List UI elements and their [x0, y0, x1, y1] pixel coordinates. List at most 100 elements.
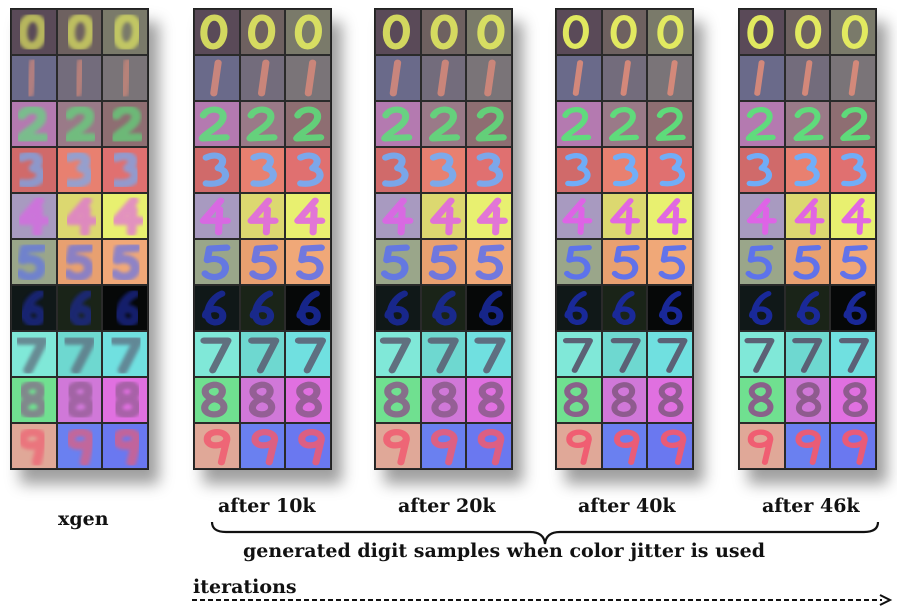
digit-sample-2	[601, 101, 648, 147]
sample-panel-2	[374, 8, 513, 470]
digit-sample-9	[556, 423, 602, 469]
digit-sample-4	[466, 193, 512, 239]
digit-sample-0	[239, 9, 286, 55]
digit-sample-0	[601, 9, 648, 55]
iterations-label: iterations	[193, 576, 297, 598]
digit-sample-5	[375, 239, 421, 285]
digit-sample-4	[647, 193, 693, 239]
digit-sample-6	[375, 285, 421, 331]
digit-sample-7	[102, 331, 148, 377]
digit-sample-6	[784, 285, 831, 331]
digit-sample-8	[56, 377, 103, 423]
digit-sample-1	[11, 55, 57, 101]
digit-sample-3	[784, 147, 831, 193]
digit-sample-3	[194, 147, 240, 193]
panel-label-46k: after 46k	[762, 495, 860, 517]
digit-sample-0	[375, 9, 421, 55]
digit-sample-9	[102, 423, 148, 469]
digit-sample-0	[784, 9, 831, 55]
digit-sample-8	[375, 377, 421, 423]
digit-sample-6	[830, 285, 876, 331]
digit-sample-9	[56, 423, 103, 469]
digit-sample-0	[194, 9, 240, 55]
digit-sample-7	[830, 331, 876, 377]
digit-sample-5	[239, 239, 286, 285]
digit-sample-6	[466, 285, 512, 331]
digit-sample-1	[239, 55, 286, 101]
sample-panel-4	[738, 8, 877, 470]
digit-sample-7	[739, 331, 785, 377]
digit-sample-2	[420, 101, 467, 147]
digit-sample-5	[194, 239, 240, 285]
digit-sample-9	[194, 423, 240, 469]
digit-sample-5	[739, 239, 785, 285]
digit-sample-8	[647, 377, 693, 423]
digit-sample-7	[11, 331, 57, 377]
digit-sample-5	[466, 239, 512, 285]
digit-sample-5	[556, 239, 602, 285]
digit-sample-5	[830, 239, 876, 285]
digit-sample-3	[285, 147, 331, 193]
digit-sample-1	[647, 55, 693, 101]
digit-sample-4	[784, 193, 831, 239]
digit-sample-9	[830, 423, 876, 469]
sample-grid	[739, 9, 876, 469]
digit-sample-9	[601, 423, 648, 469]
digit-sample-5	[102, 239, 148, 285]
brace-caption: generated digit samples when color jitte…	[243, 540, 765, 562]
digit-sample-3	[56, 147, 103, 193]
digit-sample-4	[556, 193, 602, 239]
digit-sample-6	[11, 285, 57, 331]
digit-sample-6	[239, 285, 286, 331]
digit-sample-8	[194, 377, 240, 423]
digit-sample-8	[11, 377, 57, 423]
digit-sample-8	[784, 377, 831, 423]
digit-sample-2	[739, 101, 785, 147]
digit-sample-9	[239, 423, 286, 469]
digit-sample-4	[375, 193, 421, 239]
digit-sample-2	[102, 101, 148, 147]
digit-sample-3	[466, 147, 512, 193]
sample-panel-0	[10, 8, 149, 470]
sample-grid	[375, 9, 512, 469]
digit-sample-4	[420, 193, 467, 239]
digit-sample-6	[556, 285, 602, 331]
digit-sample-7	[784, 331, 831, 377]
digit-sample-0	[830, 9, 876, 55]
sample-grid	[194, 9, 331, 469]
digit-sample-9	[420, 423, 467, 469]
digit-sample-1	[830, 55, 876, 101]
digit-sample-2	[11, 101, 57, 147]
panel-label-10k: after 10k	[218, 495, 316, 517]
digit-sample-7	[647, 331, 693, 377]
digit-sample-4	[739, 193, 785, 239]
digit-sample-0	[285, 9, 331, 55]
digit-sample-0	[56, 9, 103, 55]
digit-sample-4	[830, 193, 876, 239]
digit-sample-2	[285, 101, 331, 147]
digit-sample-5	[56, 239, 103, 285]
digit-sample-1	[466, 55, 512, 101]
digit-sample-1	[601, 55, 648, 101]
digit-sample-1	[420, 55, 467, 101]
sample-panel-3	[555, 8, 694, 470]
digit-sample-1	[194, 55, 240, 101]
digit-sample-7	[56, 331, 103, 377]
digit-sample-9	[466, 423, 512, 469]
digit-sample-4	[102, 193, 148, 239]
digit-sample-1	[784, 55, 831, 101]
digit-sample-3	[420, 147, 467, 193]
digit-sample-3	[830, 147, 876, 193]
digit-sample-2	[556, 101, 602, 147]
digit-sample-0	[102, 9, 148, 55]
digit-sample-6	[739, 285, 785, 331]
iterations-arrow	[192, 594, 893, 606]
panel-label-40k: after 40k	[578, 495, 676, 517]
digit-sample-3	[601, 147, 648, 193]
digit-sample-3	[375, 147, 421, 193]
digit-sample-9	[739, 423, 785, 469]
panel-label-xgen: xgen	[58, 508, 109, 530]
digit-sample-8	[420, 377, 467, 423]
digit-sample-5	[601, 239, 648, 285]
digit-sample-4	[194, 193, 240, 239]
